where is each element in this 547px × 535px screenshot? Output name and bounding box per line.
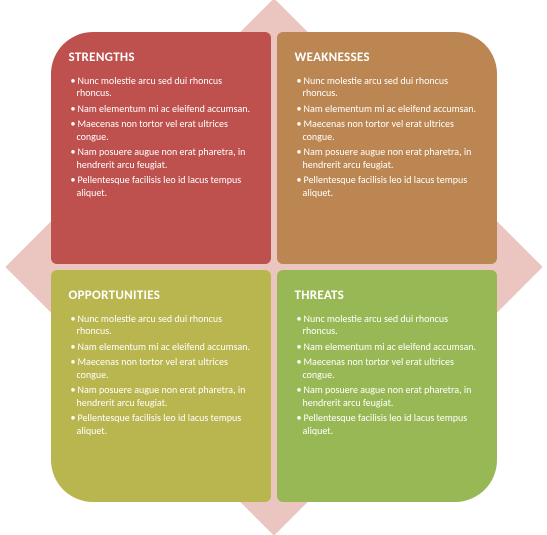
list-item: Nunc molestie arcu sed dui rhoncus rhonc… bbox=[71, 75, 257, 100]
list-item: Pellentesque facilisis leo id lacus temp… bbox=[71, 174, 257, 199]
quadrant-strengths: STRENGTHS Nunc molestie arcu sed dui rho… bbox=[51, 32, 271, 264]
quadrant-list: Nunc molestie arcu sed dui rhoncus rhonc… bbox=[295, 313, 483, 438]
list-item: Nam elementum mi ac eleifend accumsan. bbox=[297, 103, 483, 116]
swot-grid: STRENGTHS Nunc molestie arcu sed dui rho… bbox=[48, 29, 500, 505]
list-item: Maecenas non tortor vel erat ultrices co… bbox=[297, 356, 483, 381]
quadrant-threats: THREATS Nunc molestie arcu sed dui rhonc… bbox=[277, 270, 497, 502]
list-item: Pellentesque facilisis leo id lacus temp… bbox=[297, 174, 483, 199]
list-item: Nunc molestie arcu sed dui rhoncus rhonc… bbox=[71, 313, 257, 338]
quadrant-list: Nunc molestie arcu sed dui rhoncus rhonc… bbox=[69, 313, 257, 438]
list-item: Maecenas non tortor vel erat ultrices co… bbox=[71, 356, 257, 381]
list-item: Nam posuere augue non erat pharetra, in … bbox=[71, 146, 257, 171]
list-item: Maecenas non tortor vel erat ultrices co… bbox=[71, 118, 257, 143]
list-item: Pellentesque facilisis leo id lacus temp… bbox=[71, 412, 257, 437]
quadrant-list: Nunc molestie arcu sed dui rhoncus rhonc… bbox=[69, 75, 257, 200]
list-item: Nam elementum mi ac eleifend accumsan. bbox=[71, 341, 257, 354]
list-item: Nunc molestie arcu sed dui rhoncus rhonc… bbox=[297, 75, 483, 100]
list-item: Nam posuere augue non erat pharetra, in … bbox=[297, 384, 483, 409]
list-item: Nam posuere augue non erat pharetra, in … bbox=[71, 384, 257, 409]
quadrant-opportunities: OPPORTUNITIES Nunc molestie arcu sed dui… bbox=[51, 270, 271, 502]
list-item: Nam elementum mi ac eleifend accumsan. bbox=[297, 341, 483, 354]
list-item: Maecenas non tortor vel erat ultrices co… bbox=[297, 118, 483, 143]
quadrant-weaknesses: WEAKNESSES Nunc molestie arcu sed dui rh… bbox=[277, 32, 497, 264]
list-item: Nam posuere augue non erat pharetra, in … bbox=[297, 146, 483, 171]
quadrant-title: WEAKNESSES bbox=[295, 50, 483, 65]
quadrant-title: THREATS bbox=[295, 288, 483, 303]
quadrant-list: Nunc molestie arcu sed dui rhoncus rhonc… bbox=[295, 75, 483, 200]
quadrant-title: STRENGTHS bbox=[69, 50, 257, 65]
list-item: Nunc molestie arcu sed dui rhoncus rhonc… bbox=[297, 313, 483, 338]
quadrant-title: OPPORTUNITIES bbox=[69, 288, 257, 303]
list-item: Pellentesque facilisis leo id lacus temp… bbox=[297, 412, 483, 437]
list-item: Nam elementum mi ac eleifend accumsan. bbox=[71, 103, 257, 116]
